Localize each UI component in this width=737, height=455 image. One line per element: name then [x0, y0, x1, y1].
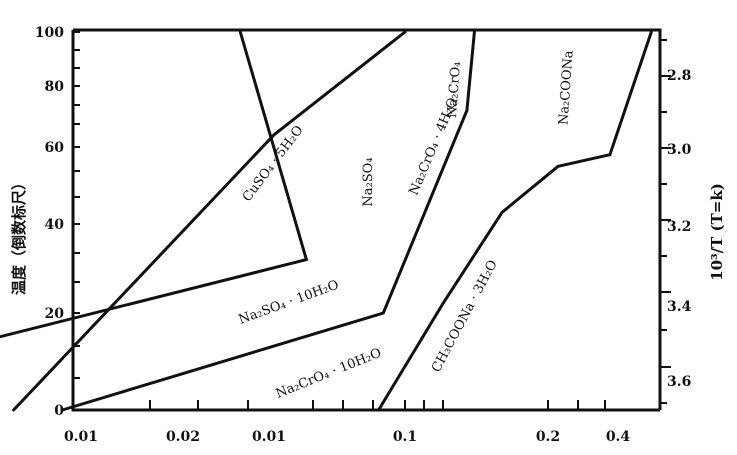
y-left-tick-label: 0 — [54, 403, 64, 419]
series-line-1 — [12, 30, 407, 412]
series-line-2 — [0, 258, 308, 339]
series-line-6 — [465, 30, 476, 112]
y-right-tick-label: 2.8 — [667, 68, 691, 84]
x-axis-ticks: 0.01 0.02 0.01 0.1 0.2 0.4 — [64, 400, 630, 445]
series-lines — [0, 30, 653, 412]
y-right-tick-label: 3.2 — [667, 219, 691, 235]
y-right-axis-label: 10³/T (T=k) — [708, 183, 726, 281]
series-line-3 — [238, 30, 308, 262]
left-axis-ticks: 0 20 40 60 80 100 — [35, 25, 80, 419]
curve-label: Na₂SO₄ · 10H₂O — [237, 278, 341, 328]
y-right-tick-label: 3.4 — [667, 299, 692, 315]
x-tick-label: 0.4 — [606, 429, 631, 445]
x-tick-label: 0.01 — [252, 429, 286, 445]
x-tick-label: 0.2 — [536, 429, 560, 445]
series-line-5 — [381, 108, 469, 315]
y-left-axis-label: 温度（倒数标尺） — [10, 175, 28, 295]
curve-label: CH₃COONa · 3H₂O — [429, 258, 501, 375]
y-left-tick-label: 40 — [45, 217, 65, 233]
series-line-8 — [608, 30, 653, 157]
curve-label: Na₂CrO₄ — [445, 61, 464, 118]
curve-label: Na₂SO₄ — [361, 157, 376, 206]
series-line-7 — [377, 153, 612, 412]
curve-label: Na₂CrO₄ · 10H₂O — [274, 346, 384, 402]
x-tick-label: 0.1 — [393, 429, 417, 445]
series-line-4 — [60, 311, 385, 412]
x-tick-label: 0.01 — [64, 429, 98, 445]
y-left-tick-label: 100 — [35, 25, 64, 41]
y-right-tick-label: 3.6 — [667, 374, 691, 390]
y-left-tick-label: 60 — [45, 140, 65, 156]
right-axis-ticks: 2.8 3.0 3.2 3.4 3.6 — [660, 39, 692, 404]
curve-label: Na₂COONa — [556, 50, 576, 126]
y-left-tick-label: 20 — [45, 306, 65, 322]
y-right-tick-label: 3.0 — [667, 142, 692, 158]
x-tick-label: 0.02 — [166, 429, 200, 445]
y-left-tick-label: 80 — [45, 79, 65, 95]
